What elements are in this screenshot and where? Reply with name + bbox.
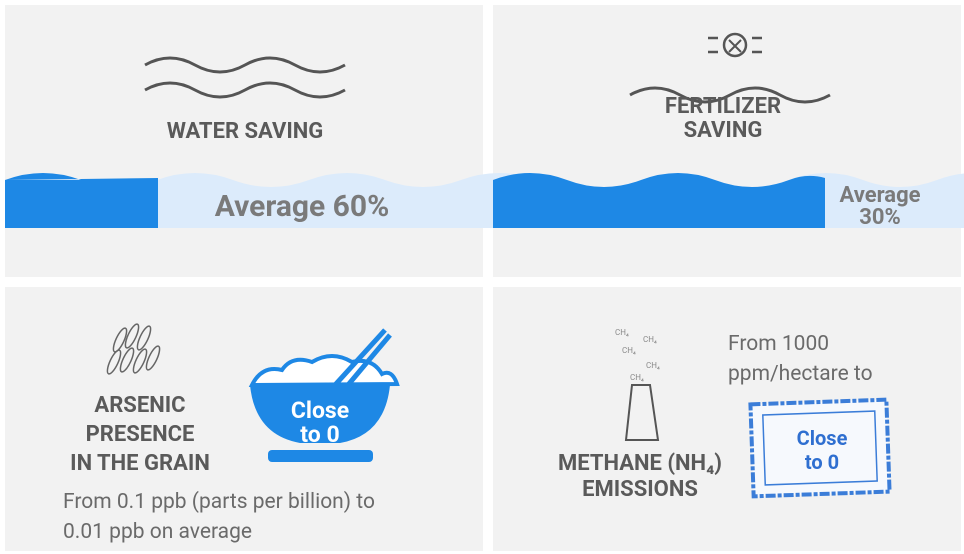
body-text: From 0.1 ppb (parts per billion) to [63, 490, 375, 514]
panel-title: METHANE (NH₄) [558, 451, 722, 476]
gas-label: CH₄ [646, 361, 660, 370]
panel-title: SAVING [684, 118, 763, 143]
panel-title: IN THE GRAIN [70, 451, 210, 476]
water-fill [5, 180, 158, 228]
body-text: 0.01 ppb on average [63, 520, 252, 544]
body-text: From 1000 [728, 332, 829, 356]
badge-text: Close [291, 397, 349, 424]
body-text: ppm/hectare to [728, 362, 873, 386]
panel-title: WATER SAVING [167, 119, 324, 144]
badge-text: to 0 [805, 450, 839, 474]
panel-title: FERTILIZER [665, 94, 781, 119]
gas-label: CH₄ [622, 346, 636, 355]
gas-label: CH₄ [643, 335, 657, 344]
panel-title: PRESENCE [86, 422, 195, 447]
badge-text: to 0 [300, 421, 339, 448]
panel-title: ARSENIC [94, 393, 185, 418]
panel [493, 287, 961, 551]
value-label: Average 60% [215, 189, 390, 224]
gas-label: CH₄ [630, 373, 644, 382]
infographic: WATER SAVING Average 60% FERTILIZER SAVI… [0, 0, 964, 554]
badge-text: Close [797, 426, 848, 450]
panel-title: EMISSIONS [582, 477, 698, 502]
gas-label: CH₄ [615, 328, 629, 337]
value-label: 30% [859, 205, 901, 230]
